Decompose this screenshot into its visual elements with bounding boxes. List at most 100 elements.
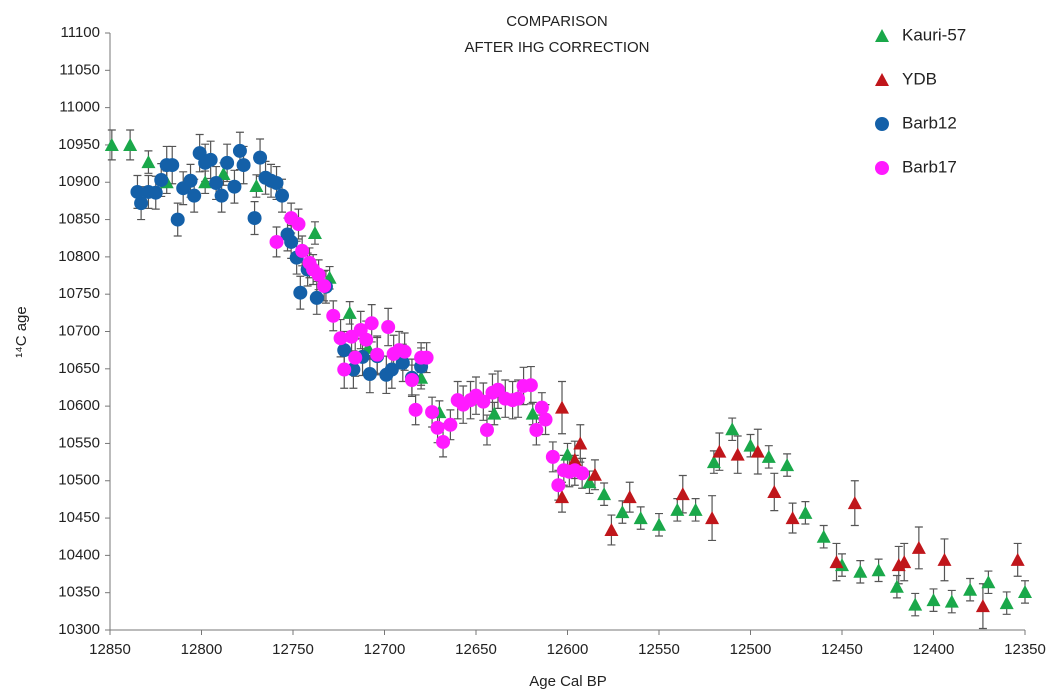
point: [198, 175, 213, 189]
point: [249, 178, 264, 192]
y-tick-label: 10500: [58, 472, 100, 489]
point: [203, 152, 218, 167]
point: [381, 320, 396, 335]
point: [359, 332, 374, 347]
x-axis-label: Age Cal BP: [529, 673, 607, 690]
point: [944, 594, 959, 608]
y-tick-label: 10900: [58, 173, 100, 190]
point: [560, 447, 575, 461]
point: [275, 188, 290, 203]
point: [743, 438, 758, 452]
point: [214, 188, 229, 203]
y-tick-label: 10300: [58, 621, 100, 638]
point: [123, 137, 138, 151]
point: [829, 555, 844, 569]
point: [675, 487, 690, 501]
point: [342, 305, 357, 319]
point: [187, 188, 202, 203]
y-tick-label: 10700: [58, 322, 100, 339]
chart-title: AFTER IHG CORRECTION: [464, 39, 649, 56]
legend-marker: [875, 161, 889, 175]
y-tick-label: 10550: [58, 434, 100, 451]
point: [567, 452, 582, 466]
point: [981, 575, 996, 589]
y-tick-label: 11050: [59, 61, 100, 78]
point: [780, 458, 795, 472]
point: [337, 362, 352, 377]
point: [889, 579, 904, 593]
point: [911, 540, 926, 554]
point: [317, 278, 332, 293]
point: [247, 211, 262, 226]
legend-marker: [875, 73, 889, 86]
point: [141, 155, 156, 169]
point: [615, 505, 630, 519]
y-tick-label: 11100: [61, 24, 101, 41]
point: [397, 344, 412, 359]
y-tick-label: 11000: [59, 99, 100, 116]
point: [816, 529, 831, 543]
point: [785, 511, 800, 525]
point: [395, 355, 410, 370]
point: [293, 285, 308, 300]
point: [253, 150, 268, 165]
x-tick-label: 12600: [547, 641, 589, 658]
point: [511, 391, 526, 406]
point: [419, 350, 434, 365]
point: [216, 167, 231, 181]
point: [227, 179, 242, 194]
legend-label: Barb17: [902, 157, 957, 176]
point: [430, 420, 445, 435]
point: [384, 362, 399, 377]
x-tick-label: 12350: [1004, 641, 1046, 658]
point: [545, 449, 560, 464]
point: [963, 582, 978, 596]
point: [847, 496, 862, 510]
point: [555, 490, 570, 504]
point: [408, 402, 423, 417]
legend-label: YDB: [902, 69, 937, 88]
point: [307, 225, 322, 239]
point: [730, 447, 745, 461]
point: [269, 175, 284, 190]
point: [348, 350, 363, 365]
point: [975, 599, 990, 613]
point: [220, 155, 235, 170]
point: [582, 475, 597, 489]
point: [269, 234, 284, 249]
point: [364, 316, 379, 331]
point: [170, 212, 185, 227]
point: [333, 331, 348, 346]
y-tick-label: 10400: [58, 546, 100, 563]
x-tick-label: 12650: [455, 641, 497, 658]
point: [555, 400, 570, 414]
point: [529, 423, 544, 438]
y-tick-label: 10750: [58, 285, 100, 302]
point: [404, 373, 419, 388]
point: [750, 444, 765, 458]
x-tick-label: 12500: [730, 641, 772, 658]
y-tick-label: 10350: [58, 584, 100, 601]
point: [534, 400, 549, 415]
point: [134, 196, 149, 211]
point: [937, 552, 952, 566]
legend-marker: [875, 29, 889, 42]
point: [908, 597, 923, 611]
point: [104, 137, 119, 151]
point: [652, 517, 666, 531]
point: [154, 173, 169, 188]
point: [633, 511, 648, 525]
x-tick-label: 12400: [913, 641, 955, 658]
point: [897, 555, 912, 569]
point: [712, 444, 727, 458]
point: [575, 466, 590, 481]
x-tick-label: 12700: [364, 641, 406, 658]
y-axis-label: ¹⁴C age: [13, 306, 30, 357]
point: [798, 505, 813, 519]
point: [853, 564, 868, 578]
point: [326, 308, 341, 323]
point: [705, 511, 720, 525]
point: [443, 417, 458, 432]
point: [523, 378, 538, 393]
x-tick-label: 12450: [821, 641, 863, 658]
